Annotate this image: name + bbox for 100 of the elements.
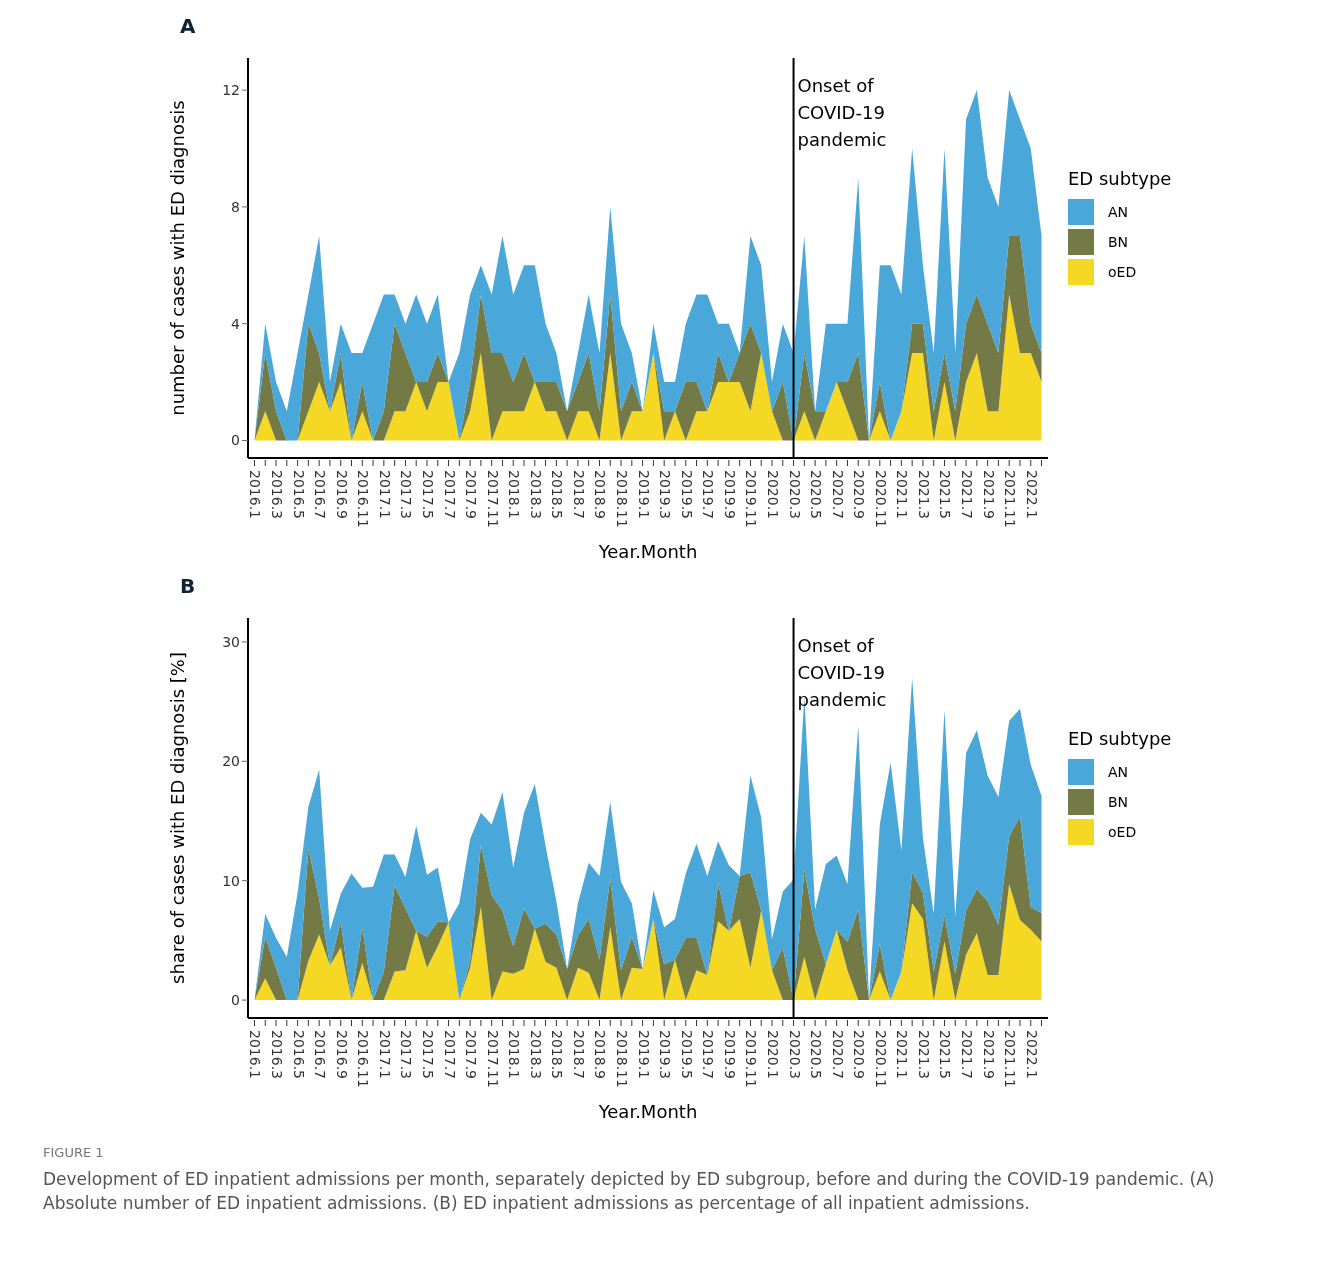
text: Development of ED inpatient admissions per month, separately depicted by ED subgroup, before and during the COVID-19 pandemic. (A) Absolute number of ED inpatient admissions. (B) ED inpatient admissions as percentage of all inpatient admissions. (43, 1168, 1216, 1215)
x-tick-label: 2016.5 (290, 470, 307, 519)
x-tick-label: 2017.9 (463, 1030, 480, 1079)
x-tick-label: 2021.3 (915, 1030, 932, 1079)
x-tick-label: 2020.3 (786, 470, 803, 519)
legend-label: AN (1108, 764, 1129, 780)
legend-title: ED subtype (1068, 728, 1172, 749)
x-tick-label: 2016.1 (247, 470, 264, 519)
x-tick-label: 2021.1 (894, 470, 911, 519)
x-tick-label: 2020.7 (829, 1030, 846, 1079)
x-tick-label: 2018.1 (506, 470, 523, 519)
x-tick-label: 2017.1 (376, 1030, 393, 1079)
x-tick-label: 2021.5 (937, 1030, 954, 1079)
x-tick-label: 2019.7 (700, 1030, 717, 1079)
x-tick-label: 2018.5 (549, 470, 566, 519)
x-tick-label: 2017.3 (398, 470, 415, 519)
y-tick-label: 10 (222, 872, 240, 889)
x-tick-label: 2019.9 (721, 470, 738, 519)
x-tick-label: 2021.7 (959, 1030, 976, 1079)
legend-label: BN (1108, 794, 1129, 810)
x-tick-label: 2020.1 (764, 470, 781, 519)
y-tick-label: 30 (222, 633, 240, 650)
y-tick-label: 8 (231, 198, 240, 215)
x-tick-label: 2021.5 (937, 470, 954, 519)
x-tick-label: 2017.11 (484, 1030, 501, 1088)
y-axis-title: share of cases with ED diagnosis [%] (167, 652, 189, 984)
chart-title: A (180, 14, 196, 38)
x-tick-label: 2019.7 (700, 470, 717, 519)
x-tick-label: 2018.11 (614, 470, 631, 528)
ref-line-label: Onset of COVID-19 pandemic (797, 635, 887, 710)
x-tick-label: 2020.11 (872, 1030, 889, 1088)
x-tick-label: 2018.11 (614, 1030, 631, 1088)
x-tick-label: 2019.11 (743, 470, 760, 528)
x-tick-label: 2017.5 (419, 470, 436, 519)
x-tick-label: 2020.1 (764, 1030, 781, 1079)
ref-line-label: Onset of COVID-19 pandemic (797, 75, 887, 150)
x-tick-label: 2021.9 (980, 470, 997, 519)
x-tick-label: 2020.7 (829, 470, 846, 519)
x-tick-label: 2016.5 (290, 1030, 307, 1079)
x-tick-label: 2021.11 (1002, 1030, 1019, 1088)
x-tick-label: 2021.1 (894, 1030, 911, 1079)
x-tick-label: 2018.7 (570, 1030, 587, 1079)
legend-label: oED (1108, 824, 1137, 840)
x-tick-label: 2021.9 (980, 1030, 997, 1079)
y-axis-title: number of cases with ED diagnosis (167, 100, 189, 416)
y-tick-label: 12 (222, 82, 240, 99)
x-tick-label: 2017.1 (376, 470, 393, 519)
x-tick-label: 2019.1 (635, 1030, 652, 1079)
x-tick-label: 2020.3 (786, 1030, 803, 1079)
x-tick-label: 2018.9 (592, 1030, 609, 1079)
x-tick-label: 2020.11 (872, 470, 889, 528)
x-tick-label: 2017.9 (463, 470, 480, 519)
x-tick-label: 2016.11 (355, 470, 372, 528)
x-tick-label: 2020.5 (808, 470, 825, 519)
y-tick-label: 20 (222, 753, 240, 770)
x-tick-label: 2016.9 (333, 470, 350, 519)
legend-title: ED subtype (1068, 168, 1172, 189)
x-tick-label: 2016.7 (312, 1030, 329, 1079)
x-tick-label: 2022.1 (1023, 1030, 1040, 1079)
x-tick-label: 2018.7 (570, 470, 587, 519)
x-tick-label: 2017.5 (419, 1030, 436, 1079)
legend-label: AN (1108, 204, 1129, 220)
legend-label: BN (1108, 234, 1129, 250)
x-tick-label: 2020.9 (851, 1030, 868, 1079)
y-tick-label: 4 (231, 315, 241, 332)
x-tick-label: 2016.9 (333, 1030, 350, 1079)
x-tick-label: 2022.1 (1023, 470, 1040, 519)
x-tick-label: 2021.3 (915, 470, 932, 519)
x-tick-label: 2020.9 (851, 470, 868, 519)
x-tick-label: 2018.9 (592, 470, 609, 519)
x-tick-label: 2018.3 (527, 470, 544, 519)
x-tick-label: 2019.9 (721, 1030, 738, 1079)
x-tick-label: 2019.3 (657, 470, 674, 519)
x-tick-label: 2016.3 (269, 1030, 286, 1079)
x-tick-label: 2016.1 (247, 1030, 264, 1079)
y-tick-label: 0 (231, 432, 240, 449)
x-tick-label: 2017.3 (398, 1030, 415, 1079)
x-tick-label: 2017.7 (441, 1030, 458, 1079)
y-tick-label: 0 (231, 992, 240, 1009)
x-tick-label: 2016.11 (355, 1030, 372, 1088)
x-tick-label: 2018.5 (549, 1030, 566, 1079)
x-tick-label: 2020.5 (808, 1030, 825, 1079)
chart-title: B (180, 574, 196, 598)
x-tick-label: 2021.7 (959, 470, 976, 519)
x-axis-title: Year.Month (597, 1101, 698, 1122)
x-tick-label: 2018.3 (527, 1030, 544, 1079)
x-tick-label: 2018.1 (506, 1030, 523, 1079)
x-tick-label: 2019.1 (635, 470, 652, 519)
legend-label: oED (1108, 264, 1137, 280)
x-axis-title: Year.Month (597, 541, 698, 562)
x-tick-label: 2019.3 (657, 1030, 674, 1079)
x-tick-label: 2016.3 (269, 470, 286, 519)
caption: FIGURE 1 (43, 1144, 105, 1162)
x-tick-label: 2019.11 (743, 1030, 760, 1088)
x-tick-label: 2021.11 (1002, 470, 1019, 528)
x-tick-label: 2017.7 (441, 470, 458, 519)
x-tick-label: 2019.5 (678, 470, 695, 519)
x-tick-label: 2017.11 (484, 470, 501, 528)
x-tick-label: 2019.5 (678, 1030, 695, 1079)
x-tick-label: 2016.7 (312, 470, 329, 519)
